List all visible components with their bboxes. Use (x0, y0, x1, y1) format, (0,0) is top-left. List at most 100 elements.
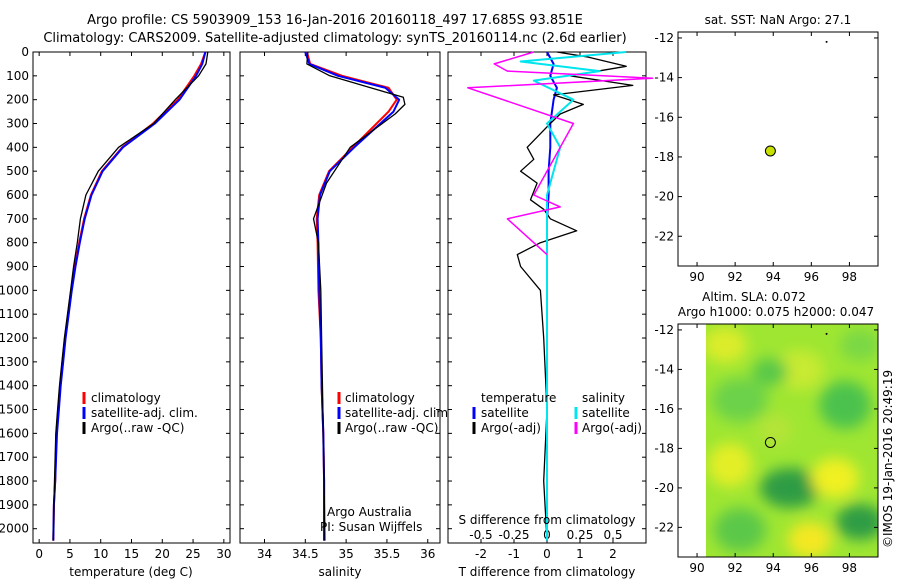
map-x-tick-label: 96 (804, 270, 819, 284)
map-y-tick-label: -18 (654, 441, 674, 455)
x-tick-label: 1 (576, 547, 584, 561)
difference-panel: -2 -1 0 1 2-0.5 -0.25 0 0.25 0.5 T difference fr… (447, 51, 654, 579)
salinity-legend-satellite: satellite-adj. clim. (345, 406, 452, 420)
y-tick-label: 500 (6, 164, 29, 178)
series-line-s-argo-adj- (467, 51, 654, 256)
argo-location-marker (764, 436, 776, 448)
argo-location-marker (764, 145, 776, 157)
map-ref-dot (825, 40, 828, 43)
map-x-tick-label: 98 (842, 561, 857, 575)
map-y-tick-label: -14 (654, 71, 674, 85)
y-tick-label: 100 (6, 69, 29, 83)
x-tick-label: 35.5 (374, 547, 401, 561)
map-ref-dot (825, 332, 828, 335)
figure-title-line1: Argo profile: CS 5903909_153 16-Jan-2016… (87, 13, 583, 28)
map-x-tick-label: 90 (689, 270, 704, 284)
map-x-tick-label: 94 (766, 270, 781, 284)
map-x-tick-label: 92 (728, 561, 743, 575)
map-y-tick-label: -16 (654, 402, 674, 416)
map-x-tick-label: 90 (689, 561, 704, 575)
difference-legend-temp-sat: satellite (481, 406, 529, 420)
difference-legend-temperature-header: temperature (481, 391, 556, 405)
y-tick-label: 700 (6, 212, 29, 226)
map-y-tick-label: -20 (654, 190, 674, 204)
x-tick-label: 34.5 (292, 547, 319, 561)
series-line-argo-raw-qc- (52, 51, 209, 541)
s-tick-label: -0.25 (498, 528, 529, 542)
difference-legend-sal-sat: satellite (582, 406, 630, 420)
x-tick-label: 0 (543, 547, 551, 561)
sla-map-title-line1: Altim. SLA: 0.072 (702, 290, 806, 304)
map-x-tick-label: 94 (766, 561, 781, 575)
y-tick-label: 300 (6, 117, 29, 131)
y-tick-label: 800 (6, 236, 29, 250)
salinity-axes (239, 51, 441, 544)
temperature-legend-argo: Argo(..raw -QC) (91, 421, 184, 435)
map-y-tick-label: -14 (654, 362, 674, 376)
x-tick-label: 34 (257, 547, 272, 561)
series-line-argo-raw-qc- (306, 51, 406, 541)
x-tick-label: 2 (609, 547, 617, 561)
y-tick-label: 1100 (0, 307, 29, 321)
series-line-t-argo-adj- (516, 51, 634, 541)
y-tick-label: 400 (6, 140, 29, 154)
salinity-legend: climatology satellite-adj. clim. Argo(..… (337, 391, 452, 435)
map-y-tick-label: -22 (654, 520, 674, 534)
y-tick-label: 0 (21, 45, 29, 59)
y-tick-label: 1600 (0, 426, 29, 440)
difference-legend-salinity-header: salinity (582, 391, 625, 405)
y-tick-label: 2000 (0, 522, 29, 536)
salinity-legend-argo: Argo(..raw -QC) (345, 421, 438, 435)
map-x-tick-label: 98 (842, 270, 857, 284)
map-x-tick-label: 92 (728, 270, 743, 284)
series-line-satellite-adj-clim- (52, 51, 207, 541)
temperature-axes (32, 51, 231, 544)
x-tick-label: 20 (155, 547, 170, 561)
sst-map-title: sat. SST: NaN Argo: 27.1 (705, 13, 852, 27)
temperature-xlabel: temperature (deg C) (69, 565, 192, 579)
x-tick-label: 10 (93, 547, 108, 561)
y-tick-label: 1800 (0, 474, 29, 488)
sla-heatmap-field (706, 324, 878, 557)
salinity-xlabel: salinity (318, 565, 361, 579)
difference-legend: temperature salinity satellite Argo(-adj… (472, 391, 642, 435)
s-tick-label: 0.25 (567, 528, 594, 542)
map-x-tick-label: 96 (804, 561, 819, 575)
y-tick-label: 1400 (0, 379, 29, 393)
y-tick-label: 1200 (0, 331, 29, 345)
x-tick-label: 30 (216, 547, 231, 561)
map-y-tick-label: -16 (654, 110, 674, 124)
temperature-legend: climatology satellite-adj. clim. Argo(..… (82, 391, 198, 435)
x-tick-label: 25 (185, 547, 200, 561)
difference-xlabel-salinity: S difference from climatology (459, 513, 636, 527)
y-tick-label: 600 (6, 188, 29, 202)
y-tick-label: 1900 (0, 498, 29, 512)
temperature-legend-satellite: satellite-adj. clim. (91, 406, 198, 420)
series-line-s-satellite (519, 51, 627, 541)
temperature-legend-climatology: climatology (91, 391, 161, 405)
y-tick-label: 900 (6, 260, 29, 274)
map-y-tick-label: -18 (654, 150, 674, 164)
timestamp-stamp: ©IMOS 19-Jan-2016 20:49:19 (881, 370, 895, 548)
figure-title-line2: Climatology: CARS2009. Satellite-adjuste… (43, 31, 626, 46)
map-y-tick-label: -22 (654, 229, 674, 243)
x-tick-label: -2 (475, 547, 487, 561)
x-tick-label: 5 (66, 547, 74, 561)
sla-map-panel: Altim. SLA: 0.072 Argo h1000: 0.075 h200… (654, 290, 879, 575)
x-tick-label: 0 (35, 547, 43, 561)
credit-org: Argo Australia (327, 505, 412, 519)
s-tick-label: -0.5 (469, 528, 492, 542)
difference-legend-temp-argo: Argo(-adj) (481, 421, 541, 435)
sla-map-title-line2: Argo h1000: 0.075 h2000: 0.047 (678, 305, 874, 319)
x-tick-label: 15 (124, 547, 139, 561)
sla-map-axes (677, 323, 879, 558)
difference-legend-sal-argo: Argo(-adj) (582, 421, 642, 435)
difference-xlabel: T difference from climatology (458, 565, 636, 579)
x-tick-label: 36 (420, 547, 435, 561)
salinity-panel: 34 34.5 35 35.5 36 salinity climatology sate… (239, 51, 452, 579)
y-tick-label: 1000 (0, 283, 29, 297)
y-tick-label: 1700 (0, 450, 29, 464)
map-y-tick-label: -20 (654, 481, 674, 495)
sst-map-panel: sat. SST: NaN Argo: 27.1 90 92 94 96 98 -12 -1… (654, 13, 879, 284)
